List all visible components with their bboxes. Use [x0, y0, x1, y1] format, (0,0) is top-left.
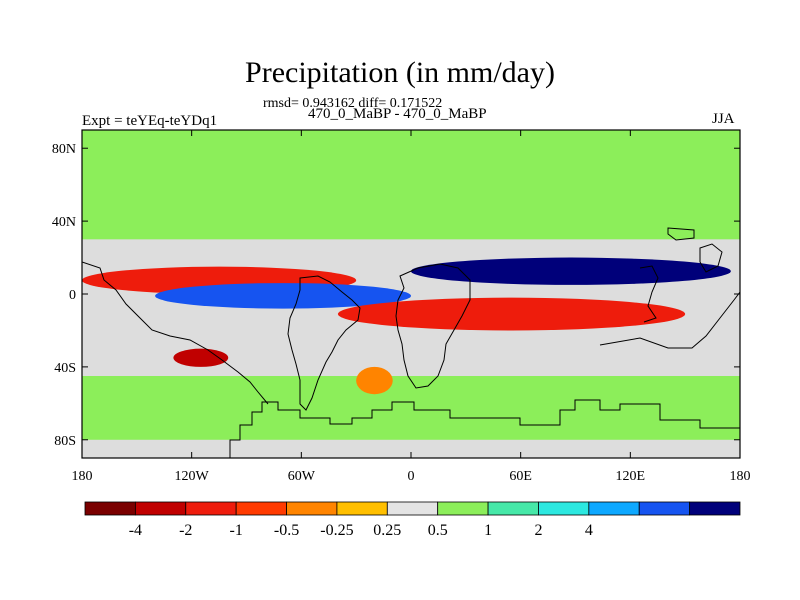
x-tick-label: 0: [408, 469, 415, 484]
colorbar-label: 1: [484, 522, 492, 539]
anomaly-southern-ocean-positive: [82, 376, 740, 440]
colorbar-swatch: [437, 501, 489, 516]
asia-coastline: [639, 227, 723, 323]
x-tick-label: 120E: [616, 469, 646, 484]
anomaly-south-pacific-negative: [173, 348, 229, 367]
colorbar-label: -1: [229, 522, 242, 539]
period-label: 470_0_MaBP - 470_0_MaBP: [308, 106, 487, 122]
colorbar-swatch: [689, 501, 741, 516]
colorbar-label: -2: [179, 522, 192, 539]
colorbar-swatch: [538, 501, 590, 516]
anomaly-equatorial-band-positive: [155, 283, 411, 309]
anomaly-field: [82, 130, 740, 458]
anomaly-north-tropical-band-positive: [411, 257, 731, 285]
colorbar-swatch: [336, 501, 388, 516]
x-tick-label: 180: [72, 469, 93, 484]
colorbar-swatch: [286, 501, 338, 516]
colorbar-label: 4: [585, 522, 593, 539]
colorbar-swatch: [487, 501, 539, 516]
colorbar-label: -0.25: [320, 522, 353, 539]
north-america-coastline: [82, 261, 269, 405]
colorbar-swatch: [386, 501, 439, 516]
chart-subtitle-stats: rmsd= 0.943162 diff= 0.171522: [263, 96, 443, 111]
y-tick-label: 40N: [52, 215, 76, 230]
anomaly-south-atlantic-negative: [356, 366, 393, 395]
south-america-coastline: [287, 275, 361, 411]
x-tick-label: 180: [730, 469, 751, 484]
y-tick-label: 80N: [52, 142, 76, 157]
y-tick-label: 80S: [54, 434, 76, 449]
axes: 180 120W 60W 0 60E 120E 180 80N 40N 0 40S 80S: [52, 130, 751, 484]
colorbar-label: -0.5: [274, 522, 299, 539]
colorbar-swatch: [134, 501, 187, 516]
antarctica-coastline: [229, 399, 740, 458]
x-tick-label: 60W: [288, 469, 316, 484]
colorbar-label: 0.5: [428, 522, 448, 539]
x-tick-label: 60E: [509, 469, 532, 484]
colorbar-label: 2: [534, 522, 542, 539]
colorbar: -4 -2 -1 -0.5 -0.25 0.25 0.5 1 2 4: [84, 501, 741, 539]
x-tick-label: 120W: [175, 469, 210, 484]
chart-title: Precipitation (in mm/day): [245, 56, 555, 89]
colorbar-swatch: [185, 501, 237, 516]
australia-coastline: [599, 291, 740, 349]
colorbar-swatch: [84, 501, 136, 516]
africa-coastline: [395, 263, 471, 389]
colorbar-swatch: [235, 501, 287, 516]
y-tick-label: 40S: [54, 361, 76, 376]
anomaly-northern-hemisphere-positive: [82, 130, 740, 240]
colorbar-label: -4: [129, 522, 142, 539]
colorbar-label: 0.25: [373, 522, 401, 539]
experiment-label: Expt = teYEq-teYDq1: [82, 113, 218, 129]
season-label: JJA: [712, 111, 735, 127]
coastlines: [82, 227, 740, 458]
colorbar-swatch: [588, 501, 640, 516]
colorbar-swatch: [638, 501, 691, 516]
anomaly-south-tropical-band-negative: [337, 297, 686, 331]
y-tick-label: 0: [69, 288, 76, 303]
